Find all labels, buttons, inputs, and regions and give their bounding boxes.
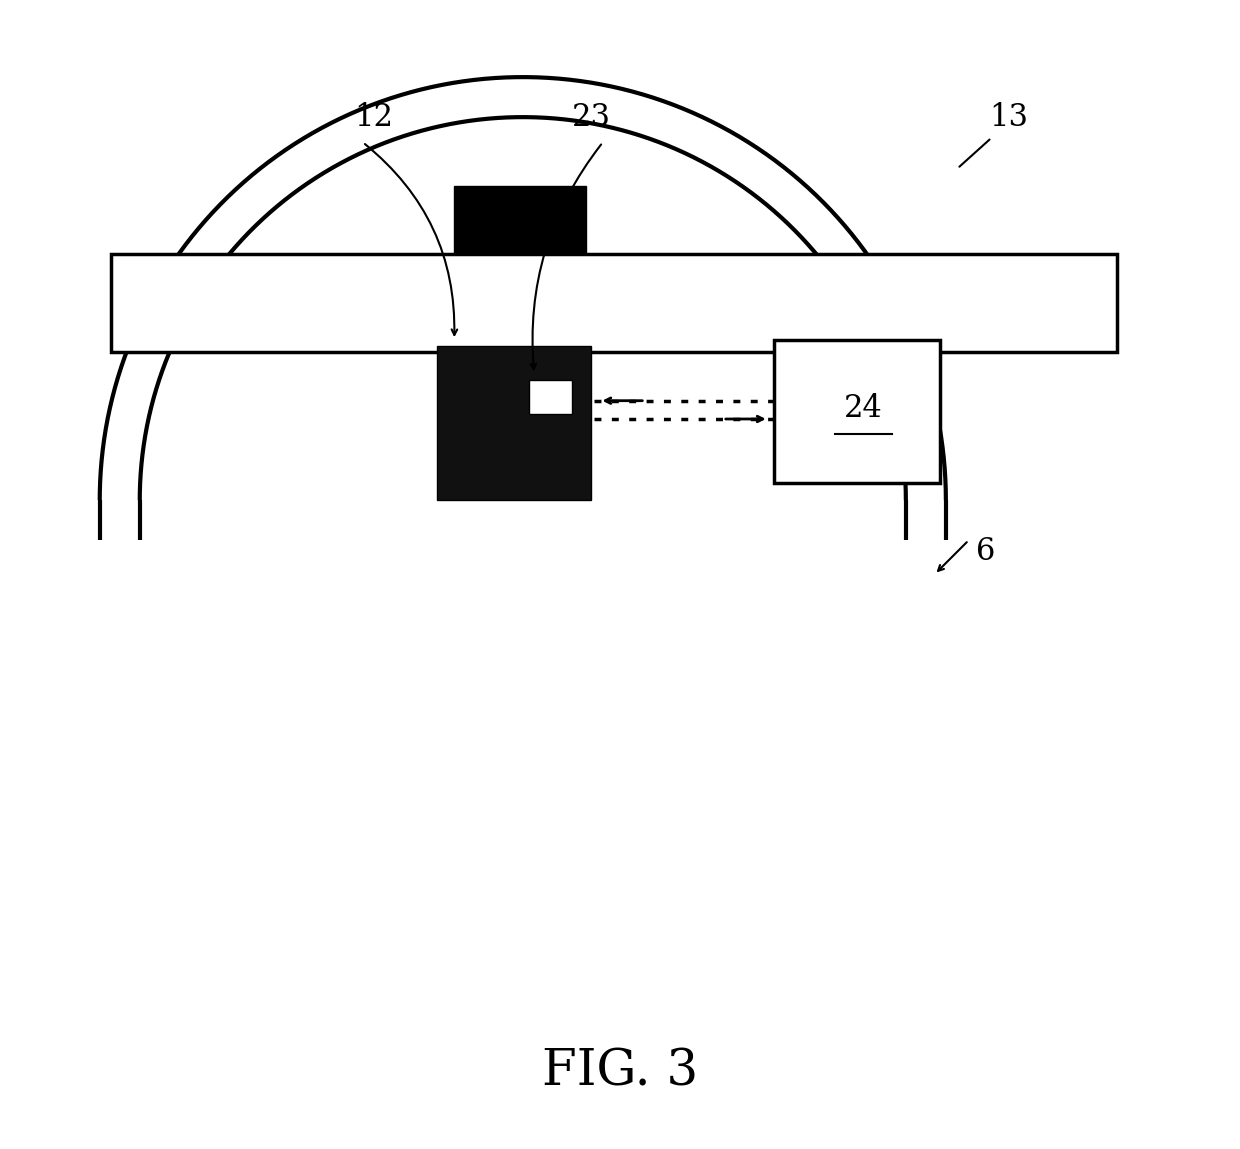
Text: FIG. 3: FIG. 3 [542, 1047, 698, 1096]
Text: 13: 13 [990, 101, 1028, 132]
Bar [454, 186, 585, 254]
Text: 12: 12 [355, 101, 393, 132]
Text: 24: 24 [844, 393, 883, 424]
Bar [528, 380, 572, 415]
Bar [112, 254, 1117, 352]
Text: 6: 6 [976, 537, 996, 568]
Bar [774, 340, 940, 483]
Bar [436, 346, 591, 500]
Text: 23: 23 [572, 101, 611, 132]
